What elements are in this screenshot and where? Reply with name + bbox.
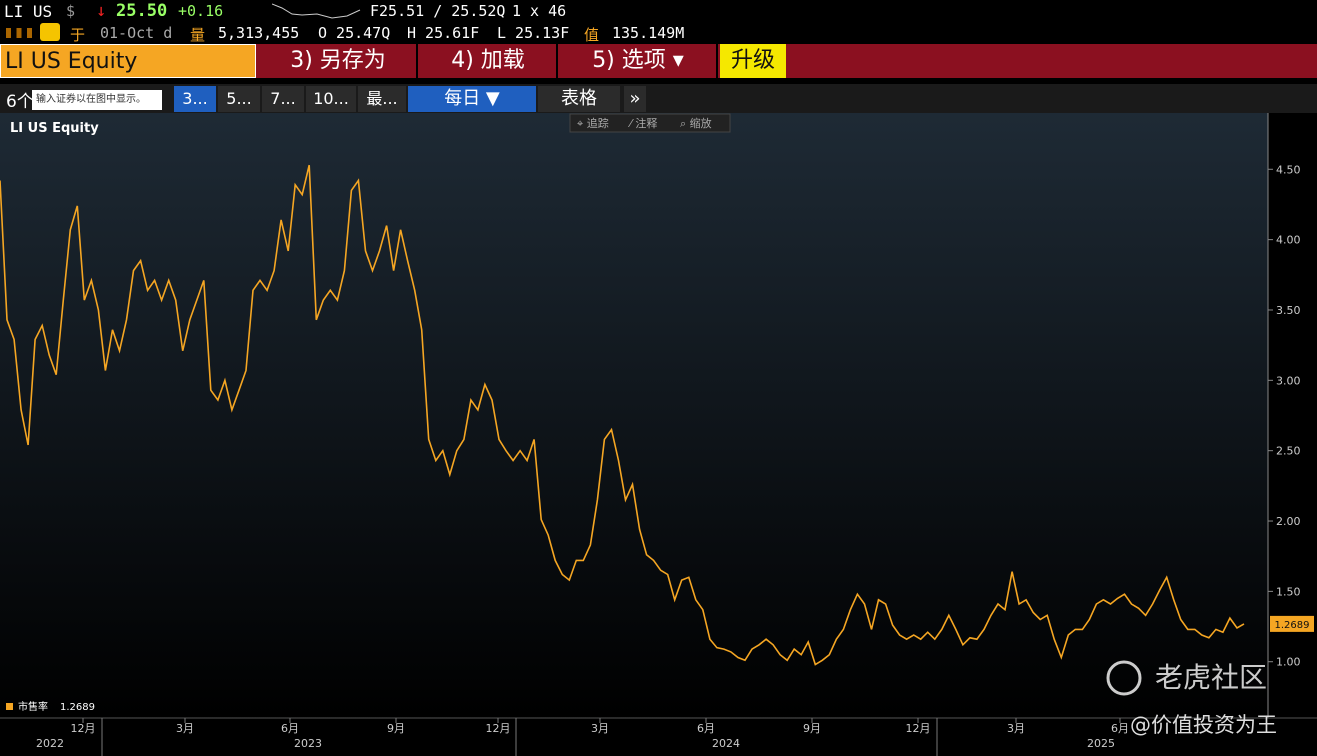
ticker: LI US: [4, 2, 53, 21]
security-box[interactable]: LI US Equity: [0, 44, 256, 78]
legend-swatch: [6, 703, 13, 710]
watermark-logo: [1106, 660, 1142, 696]
arrow: ↓: [96, 1, 107, 21]
year-label: 2025: [1087, 737, 1115, 750]
open: O 25.47Q: [318, 24, 391, 42]
size: 1 x 46: [512, 2, 567, 20]
chart-title: LI US Equity: [10, 121, 99, 136]
date-label: 于: [70, 26, 86, 44]
chart-tools: [569, 113, 731, 133]
tool-annotate[interactable]: ⁄ 注释: [627, 116, 657, 130]
y-tick-label: 1.00: [1276, 656, 1301, 669]
sparkline: [272, 3, 361, 19]
watermark-author: @价值投资为王: [1130, 713, 1277, 737]
menu-item[interactable]: 3) 另存为: [260, 44, 418, 78]
tool-track[interactable]: ⌖ 追踪: [577, 116, 609, 130]
table-button[interactable]: 表格: [538, 86, 620, 112]
period-button[interactable]: 7...: [262, 86, 304, 112]
watermark-brand: 老虎社区: [1155, 661, 1267, 694]
x-tick-label: 6月: [697, 722, 715, 735]
chart: LI US Equity ⌖ 追踪 ⁄ 注释 ⌕ 缩放 市售率 老虎社区 @价值…: [0, 113, 1317, 756]
change: +0.16: [178, 2, 224, 20]
last-value-label: 1.2689: [1275, 620, 1310, 631]
low: L 25.13F: [497, 24, 570, 42]
period-button[interactable]: 3...: [174, 86, 216, 112]
last-value-box: [1270, 615, 1314, 632]
plot-background: [0, 113, 1268, 718]
y-tick-label: 1.50: [1276, 585, 1301, 598]
y-tick-label: 2.50: [1276, 445, 1301, 458]
y-tick-label: 4.50: [1276, 163, 1301, 176]
x-tick-label: 3月: [591, 722, 609, 735]
tool-zoom[interactable]: ⌕ 缩放: [680, 116, 712, 130]
y-tick-label: 2.00: [1276, 515, 1301, 528]
y-tick-label: 3.50: [1276, 304, 1301, 317]
x-tick-label: 12月: [906, 722, 931, 735]
more-button[interactable]: »: [624, 86, 646, 112]
x-tick-label: 6月: [281, 722, 299, 735]
menu-item[interactable]: 5) 选项 ▾: [560, 44, 718, 78]
x-tick-label: 3月: [1007, 722, 1025, 735]
value-label: 值: [584, 26, 600, 44]
bid-ask: F25.51 / 25.52Q: [370, 2, 506, 20]
x-tick-label: 9月: [803, 722, 821, 735]
y-tick-label: 3.00: [1276, 374, 1301, 387]
year-label: 2022: [36, 737, 64, 750]
y-tick-label: 4.00: [1276, 234, 1301, 247]
legend-value: 1.2689: [60, 702, 95, 713]
x-tick-label: 9月: [387, 722, 405, 735]
volume: 5,313,455: [218, 24, 300, 42]
x-tick-label: 3月: [176, 722, 194, 735]
year-label: 2024: [712, 737, 740, 750]
signal-icon: [6, 28, 32, 38]
price: 25.50: [116, 1, 168, 21]
period-button[interactable]: 10...: [306, 86, 356, 112]
period-button[interactable]: 5...: [218, 86, 260, 112]
date: 01-Oct d: [100, 24, 173, 42]
legend-label: 市售率: [18, 700, 48, 713]
x-tick-label: 12月: [71, 722, 96, 735]
frequency-dropdown[interactable]: 每日 ▼: [408, 86, 536, 112]
price-line: [0, 164, 1245, 666]
meter-icon: [40, 23, 60, 41]
currency: $: [66, 2, 76, 20]
volume-label: 量: [190, 26, 206, 44]
value: 135.149M: [612, 24, 685, 42]
x-tick-label: 12月: [486, 722, 511, 735]
year-label: 2023: [294, 737, 322, 750]
toolbar-prefix: 6个: [6, 92, 34, 112]
period-button[interactable]: 最...: [358, 86, 406, 112]
x-tick-label: 6月: [1111, 722, 1129, 735]
security-input[interactable]: 输入证券以在图中显示。: [32, 90, 162, 110]
menu-item[interactable]: 4) 加载: [420, 44, 558, 78]
upgrade-button[interactable]: 升级: [720, 44, 786, 78]
high: H 25.61F: [407, 24, 480, 42]
